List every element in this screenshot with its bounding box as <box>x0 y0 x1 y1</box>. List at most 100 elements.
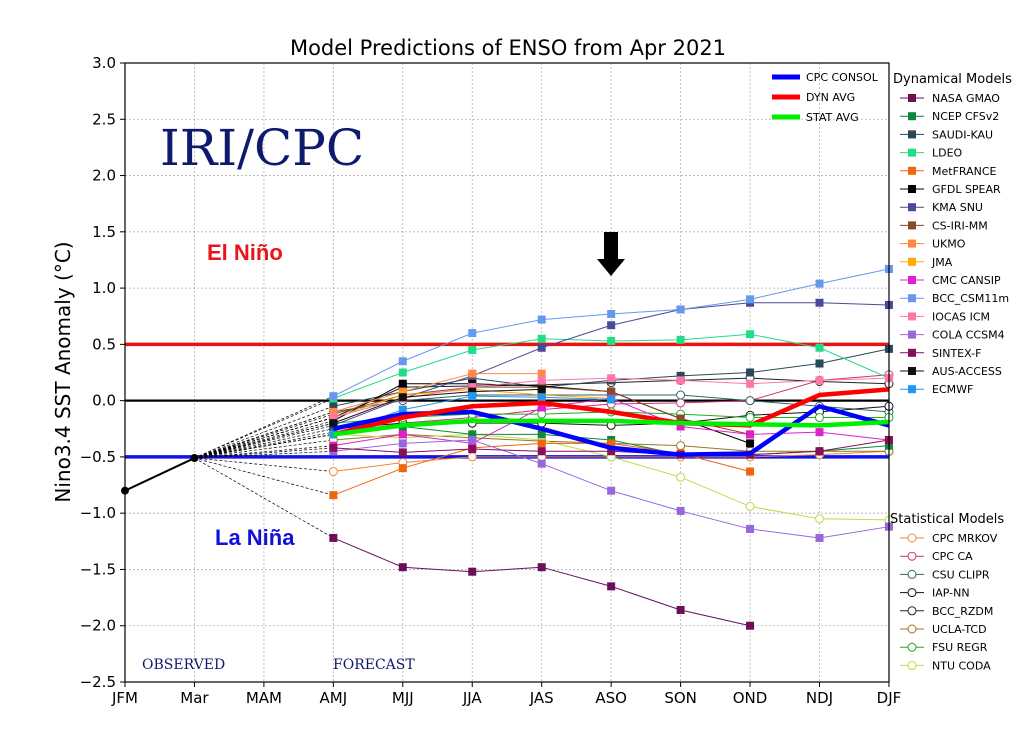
point-aus-access <box>398 393 407 402</box>
fan-line <box>194 447 334 459</box>
legend-label: KMA SNU <box>932 201 983 214</box>
legend-entry-nasa-gmao: NASA GMAO <box>900 92 1000 105</box>
point-fsu-regr <box>815 413 824 423</box>
point-ukmo <box>329 407 338 416</box>
legend-swatch-marker <box>907 551 917 561</box>
dynamical-models-heading: Dynamical Models <box>893 72 1012 87</box>
legend-label: NTU CODA <box>932 659 991 672</box>
point-ldeo <box>607 336 616 345</box>
legend-entry-gfdl-spear: GFDL SPEAR <box>900 183 1001 196</box>
point-ukmo <box>537 369 546 378</box>
point-gfdl-spear <box>746 439 755 448</box>
point-nasa-gmao <box>468 567 477 576</box>
legend-swatch-marker <box>908 257 916 266</box>
point-iocas-icm <box>746 379 755 388</box>
fan-line <box>194 431 334 459</box>
legend-label: LDEO <box>932 147 963 160</box>
legend-swatch-marker <box>908 367 916 375</box>
fan-line <box>194 395 334 459</box>
point-cs-iri-mm <box>676 414 685 423</box>
point-cpc-mrkov <box>467 452 477 462</box>
point-bcc-csm11m <box>746 295 755 304</box>
point-bcc-csm11m <box>329 392 338 401</box>
point-nasa-gmao <box>329 533 338 542</box>
legend-swatch-marker <box>908 239 916 248</box>
legend-entry-metfrance: MetFRANCE <box>900 165 997 178</box>
legend-entry-cpc-ca: CPC CA <box>900 550 973 563</box>
point-saudi-kau <box>676 371 685 380</box>
point-bcc-csm11m <box>607 309 616 318</box>
legend-entry-bcc-rzdm: BCC_RZDM <box>900 605 993 618</box>
point-bcc-csm11m <box>676 305 685 314</box>
point-iocas-icm <box>537 376 546 385</box>
point-cpc-mrkov <box>328 467 338 477</box>
point-kma-snu <box>537 343 546 352</box>
point-ldeo <box>468 345 477 354</box>
fan-line <box>194 425 334 459</box>
point-kma-snu <box>607 321 616 330</box>
legend-swatch-marker <box>908 166 916 175</box>
point-gfdl-spear <box>398 379 407 388</box>
average-lines <box>332 387 890 457</box>
point-cmc-cansip <box>398 430 407 439</box>
legend-label: SINTEX-F <box>932 347 981 360</box>
legend-label: ECMWF <box>932 383 973 396</box>
y-tick-label: −1.0 <box>80 504 116 522</box>
legend-label: UKMO <box>932 238 966 251</box>
legend-label: FSU REGR <box>932 641 988 654</box>
point-ntu-coda <box>676 472 686 482</box>
point-ntu-coda <box>815 514 824 524</box>
point-ldeo <box>815 343 824 352</box>
series-line-dyn-avg <box>332 387 890 437</box>
y-tick-label: −0.5 <box>80 448 116 466</box>
dynamical-models-legend: NASA GMAO NCEP CFSv2 SAUDI-KAU LDEO MetFRANC… <box>900 92 1009 396</box>
point-sintex-f <box>537 447 546 456</box>
x-tick-label: NDJ <box>806 689 833 707</box>
point-sintex-f <box>815 447 824 456</box>
point-bcc-csm11m <box>815 279 824 288</box>
point-sintex-f <box>468 445 477 454</box>
point-bcc-csm11m <box>398 357 407 366</box>
legend-entry-jma: JMA <box>900 256 953 269</box>
averages-legend: CPC CONSOL DYN AVG STAT AVG <box>772 71 879 124</box>
legend-swatch-marker <box>908 312 916 321</box>
legend-swatch-marker <box>908 348 916 357</box>
legend-swatch-marker <box>908 148 916 157</box>
legend-label: SAUDI-KAU <box>932 128 993 141</box>
legend-swatch-marker <box>908 185 916 193</box>
observed-line <box>121 454 199 495</box>
x-tick-label: MAM <box>246 689 282 707</box>
legend-label: MetFRANCE <box>932 165 997 178</box>
point-ecmwf <box>607 395 616 404</box>
point-csu-clipr <box>745 396 755 406</box>
la-nina-annotation: La Niña <box>215 525 295 550</box>
point-sintex-f <box>329 443 338 452</box>
fan-line <box>194 411 334 459</box>
point-iocas-icm <box>329 413 338 422</box>
legend-swatch-marker <box>908 385 916 394</box>
fan-line <box>194 445 334 459</box>
legend-label: CS-IRI-MM <box>932 219 988 232</box>
legend-swatch-marker <box>908 130 916 139</box>
x-tick-label: ASO <box>595 689 627 707</box>
y-axis-label: Nino3.4 SST Anomaly (°C) <box>51 241 75 502</box>
observed-point <box>190 454 199 463</box>
point-aus-access <box>468 387 477 396</box>
fan-line <box>194 420 334 459</box>
y-tick-label: 2.0 <box>92 167 116 185</box>
x-tick-label: JJA <box>462 689 483 707</box>
iri-cpc-annotation: IRI/CPC <box>160 119 364 177</box>
fan-line <box>194 457 334 539</box>
legend-entry-ecmwf: ECMWF <box>900 383 973 396</box>
y-tick-label: 0.0 <box>92 392 116 410</box>
point-metfrance <box>398 464 407 473</box>
legend-entry-csu-clipr: CSU CLIPR <box>900 568 990 581</box>
legend-label: CPC CA <box>932 550 973 563</box>
point-ukmo <box>468 369 477 378</box>
legend-entry-ntu-coda: NTU CODA <box>900 659 991 672</box>
legend-entry-bcc-csm11m: BCC_CSM11m <box>900 292 1009 305</box>
x-tick-label: Mar <box>180 689 209 707</box>
legend-label: BCC_CSM11m <box>932 292 1009 305</box>
legend-entry-ukmo: UKMO <box>900 238 966 251</box>
